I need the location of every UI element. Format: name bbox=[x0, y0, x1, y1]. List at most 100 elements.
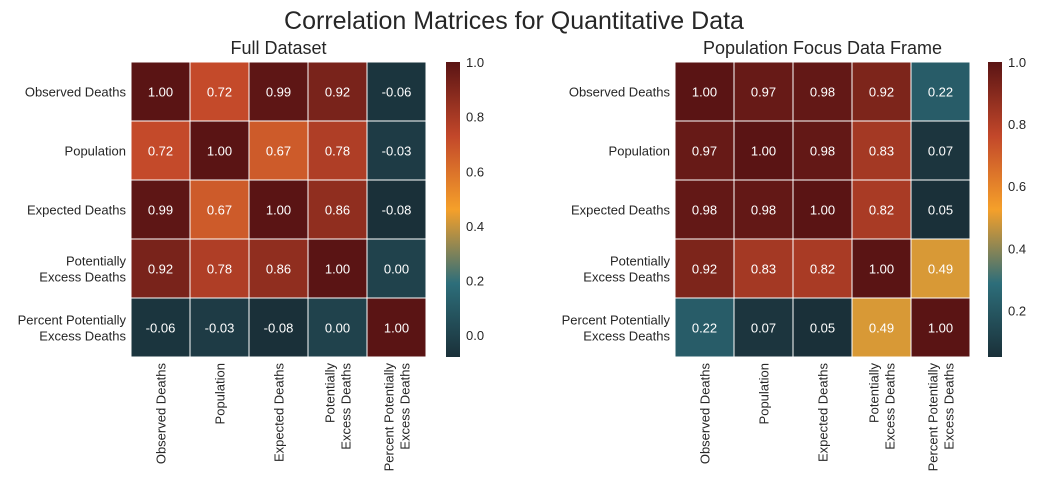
cell-annotation: -0.03 bbox=[205, 321, 235, 336]
row-label: Potentially Excess Deaths bbox=[583, 254, 670, 285]
colorbar bbox=[446, 62, 460, 357]
column-label: Expected Deaths bbox=[816, 363, 831, 463]
column-label: Population bbox=[757, 363, 772, 424]
heatmap-cell bbox=[733, 238, 794, 299]
cell-annotation: 0.86 bbox=[325, 203, 350, 218]
cell-annotation: -0.08 bbox=[382, 203, 412, 218]
cell-annotation: 0.98 bbox=[751, 203, 776, 218]
heatmap-cell bbox=[851, 297, 912, 358]
heatmap-cell bbox=[130, 120, 191, 181]
heatmap-cell bbox=[792, 238, 853, 299]
cell-annotation: 0.98 bbox=[692, 203, 717, 218]
heatmap-cell bbox=[189, 179, 250, 240]
colorbar-tick-label: 0.4 bbox=[1008, 241, 1026, 256]
cell-annotation: -0.03 bbox=[382, 144, 412, 159]
cell-annotation: 0.92 bbox=[692, 262, 717, 277]
colorbar-tick-label: 0.0 bbox=[466, 328, 484, 343]
heatmap-cell bbox=[248, 297, 309, 358]
colorbar-tick-label: 0.8 bbox=[466, 110, 484, 125]
row-label: Observed Deaths bbox=[25, 85, 127, 100]
heatmap-cell bbox=[248, 61, 309, 122]
heatmap-cell bbox=[792, 297, 853, 358]
row-label: Potentially Excess Deaths bbox=[39, 254, 126, 285]
cell-annotation: 0.22 bbox=[692, 321, 717, 336]
row-label: Population bbox=[65, 144, 126, 159]
svg-text:Population: Population bbox=[757, 363, 772, 424]
cell-annotation: 0.67 bbox=[266, 144, 291, 159]
svg-text:Expected Deaths: Expected Deaths bbox=[272, 363, 287, 463]
svg-text:Expected Deaths: Expected Deaths bbox=[816, 363, 831, 463]
cell-annotation: 0.98 bbox=[810, 85, 835, 100]
cell-annotation: 0.78 bbox=[325, 144, 350, 159]
heatmap-cell bbox=[910, 238, 971, 299]
cell-annotation: 1.00 bbox=[692, 85, 717, 100]
column-label: Percent PotentiallyExcess Deaths bbox=[926, 363, 957, 472]
heatmap-title: Population Focus Data Frame bbox=[703, 38, 942, 58]
heatmap-cell bbox=[733, 179, 794, 240]
cell-annotation: 0.86 bbox=[266, 262, 291, 277]
row-label: Population bbox=[609, 144, 670, 159]
heatmap-cell bbox=[910, 61, 971, 122]
cell-annotation: 0.72 bbox=[207, 85, 232, 100]
row-label: Expected Deaths bbox=[27, 203, 127, 218]
column-label: PotentiallyExcess Deaths bbox=[323, 363, 354, 450]
cell-annotation: 0.00 bbox=[384, 262, 409, 277]
svg-text:PotentiallyExcess Deaths: PotentiallyExcess Deaths bbox=[323, 363, 354, 450]
cell-annotation: 0.72 bbox=[148, 144, 173, 159]
svg-text:Observed Deaths: Observed Deaths bbox=[698, 363, 713, 465]
heatmap-cell bbox=[130, 61, 191, 122]
heatmap-cell bbox=[851, 179, 912, 240]
cell-annotation: 0.98 bbox=[810, 144, 835, 159]
cell-annotation: 0.82 bbox=[869, 203, 894, 218]
cell-annotation: 0.78 bbox=[207, 262, 232, 277]
row-label: Percent Potentially Excess Deaths bbox=[562, 313, 671, 344]
column-label: Population bbox=[213, 363, 228, 424]
colorbar-tick-label: 0.2 bbox=[466, 274, 484, 289]
cell-annotation: 0.05 bbox=[810, 321, 835, 336]
colorbar-tick-label: 0.2 bbox=[1008, 303, 1026, 318]
cell-annotation: 0.92 bbox=[869, 85, 894, 100]
cell-annotation: 1.00 bbox=[266, 203, 291, 218]
cell-annotation: 0.00 bbox=[325, 321, 350, 336]
figure-title: Correlation Matrices for Quantitative Da… bbox=[284, 7, 744, 35]
cell-annotation: 0.99 bbox=[148, 203, 173, 218]
cell-annotation: 0.97 bbox=[751, 85, 776, 100]
column-label: Observed Deaths bbox=[154, 363, 169, 465]
heatmap-cell bbox=[792, 61, 853, 122]
svg-text:Population: Population bbox=[213, 363, 228, 424]
heatmap-cell bbox=[851, 61, 912, 122]
row-label: Observed Deaths bbox=[569, 85, 671, 100]
column-label: Observed Deaths bbox=[698, 363, 713, 465]
cell-annotation: 0.67 bbox=[207, 203, 232, 218]
cell-annotation: 1.00 bbox=[928, 321, 953, 336]
heatmap-cell bbox=[674, 120, 735, 181]
cell-annotation: -0.06 bbox=[146, 321, 176, 336]
heatmap-cell bbox=[130, 297, 191, 358]
cell-annotation: 1.00 bbox=[325, 262, 350, 277]
colorbar-tick-label: 0.6 bbox=[1008, 179, 1026, 194]
heatmap-cell bbox=[248, 238, 309, 299]
cell-annotation: 0.07 bbox=[928, 144, 953, 159]
heatmap-cell bbox=[674, 297, 735, 358]
heatmap-cell bbox=[307, 238, 368, 299]
colorbar-tick-label: 1.0 bbox=[466, 55, 484, 70]
heatmap-cell bbox=[733, 61, 794, 122]
colorbar bbox=[988, 62, 1002, 357]
cell-annotation: 0.92 bbox=[325, 85, 350, 100]
cell-annotation: -0.06 bbox=[382, 85, 412, 100]
cell-annotation: 0.22 bbox=[928, 85, 953, 100]
cell-annotation: -0.08 bbox=[264, 321, 294, 336]
colorbar-tick-label: 0.4 bbox=[466, 219, 484, 234]
heatmap-cell bbox=[366, 120, 427, 181]
cell-annotation: 1.00 bbox=[384, 321, 409, 336]
heatmap-title: Full Dataset bbox=[230, 38, 326, 58]
heatmap-cell bbox=[366, 297, 427, 358]
cell-annotation: 1.00 bbox=[207, 144, 232, 159]
heatmap-cell bbox=[189, 61, 250, 122]
cell-annotation: 0.92 bbox=[148, 262, 173, 277]
cell-annotation: 1.00 bbox=[810, 203, 835, 218]
cell-annotation: 0.83 bbox=[869, 144, 894, 159]
row-label: Expected Deaths bbox=[571, 203, 671, 218]
